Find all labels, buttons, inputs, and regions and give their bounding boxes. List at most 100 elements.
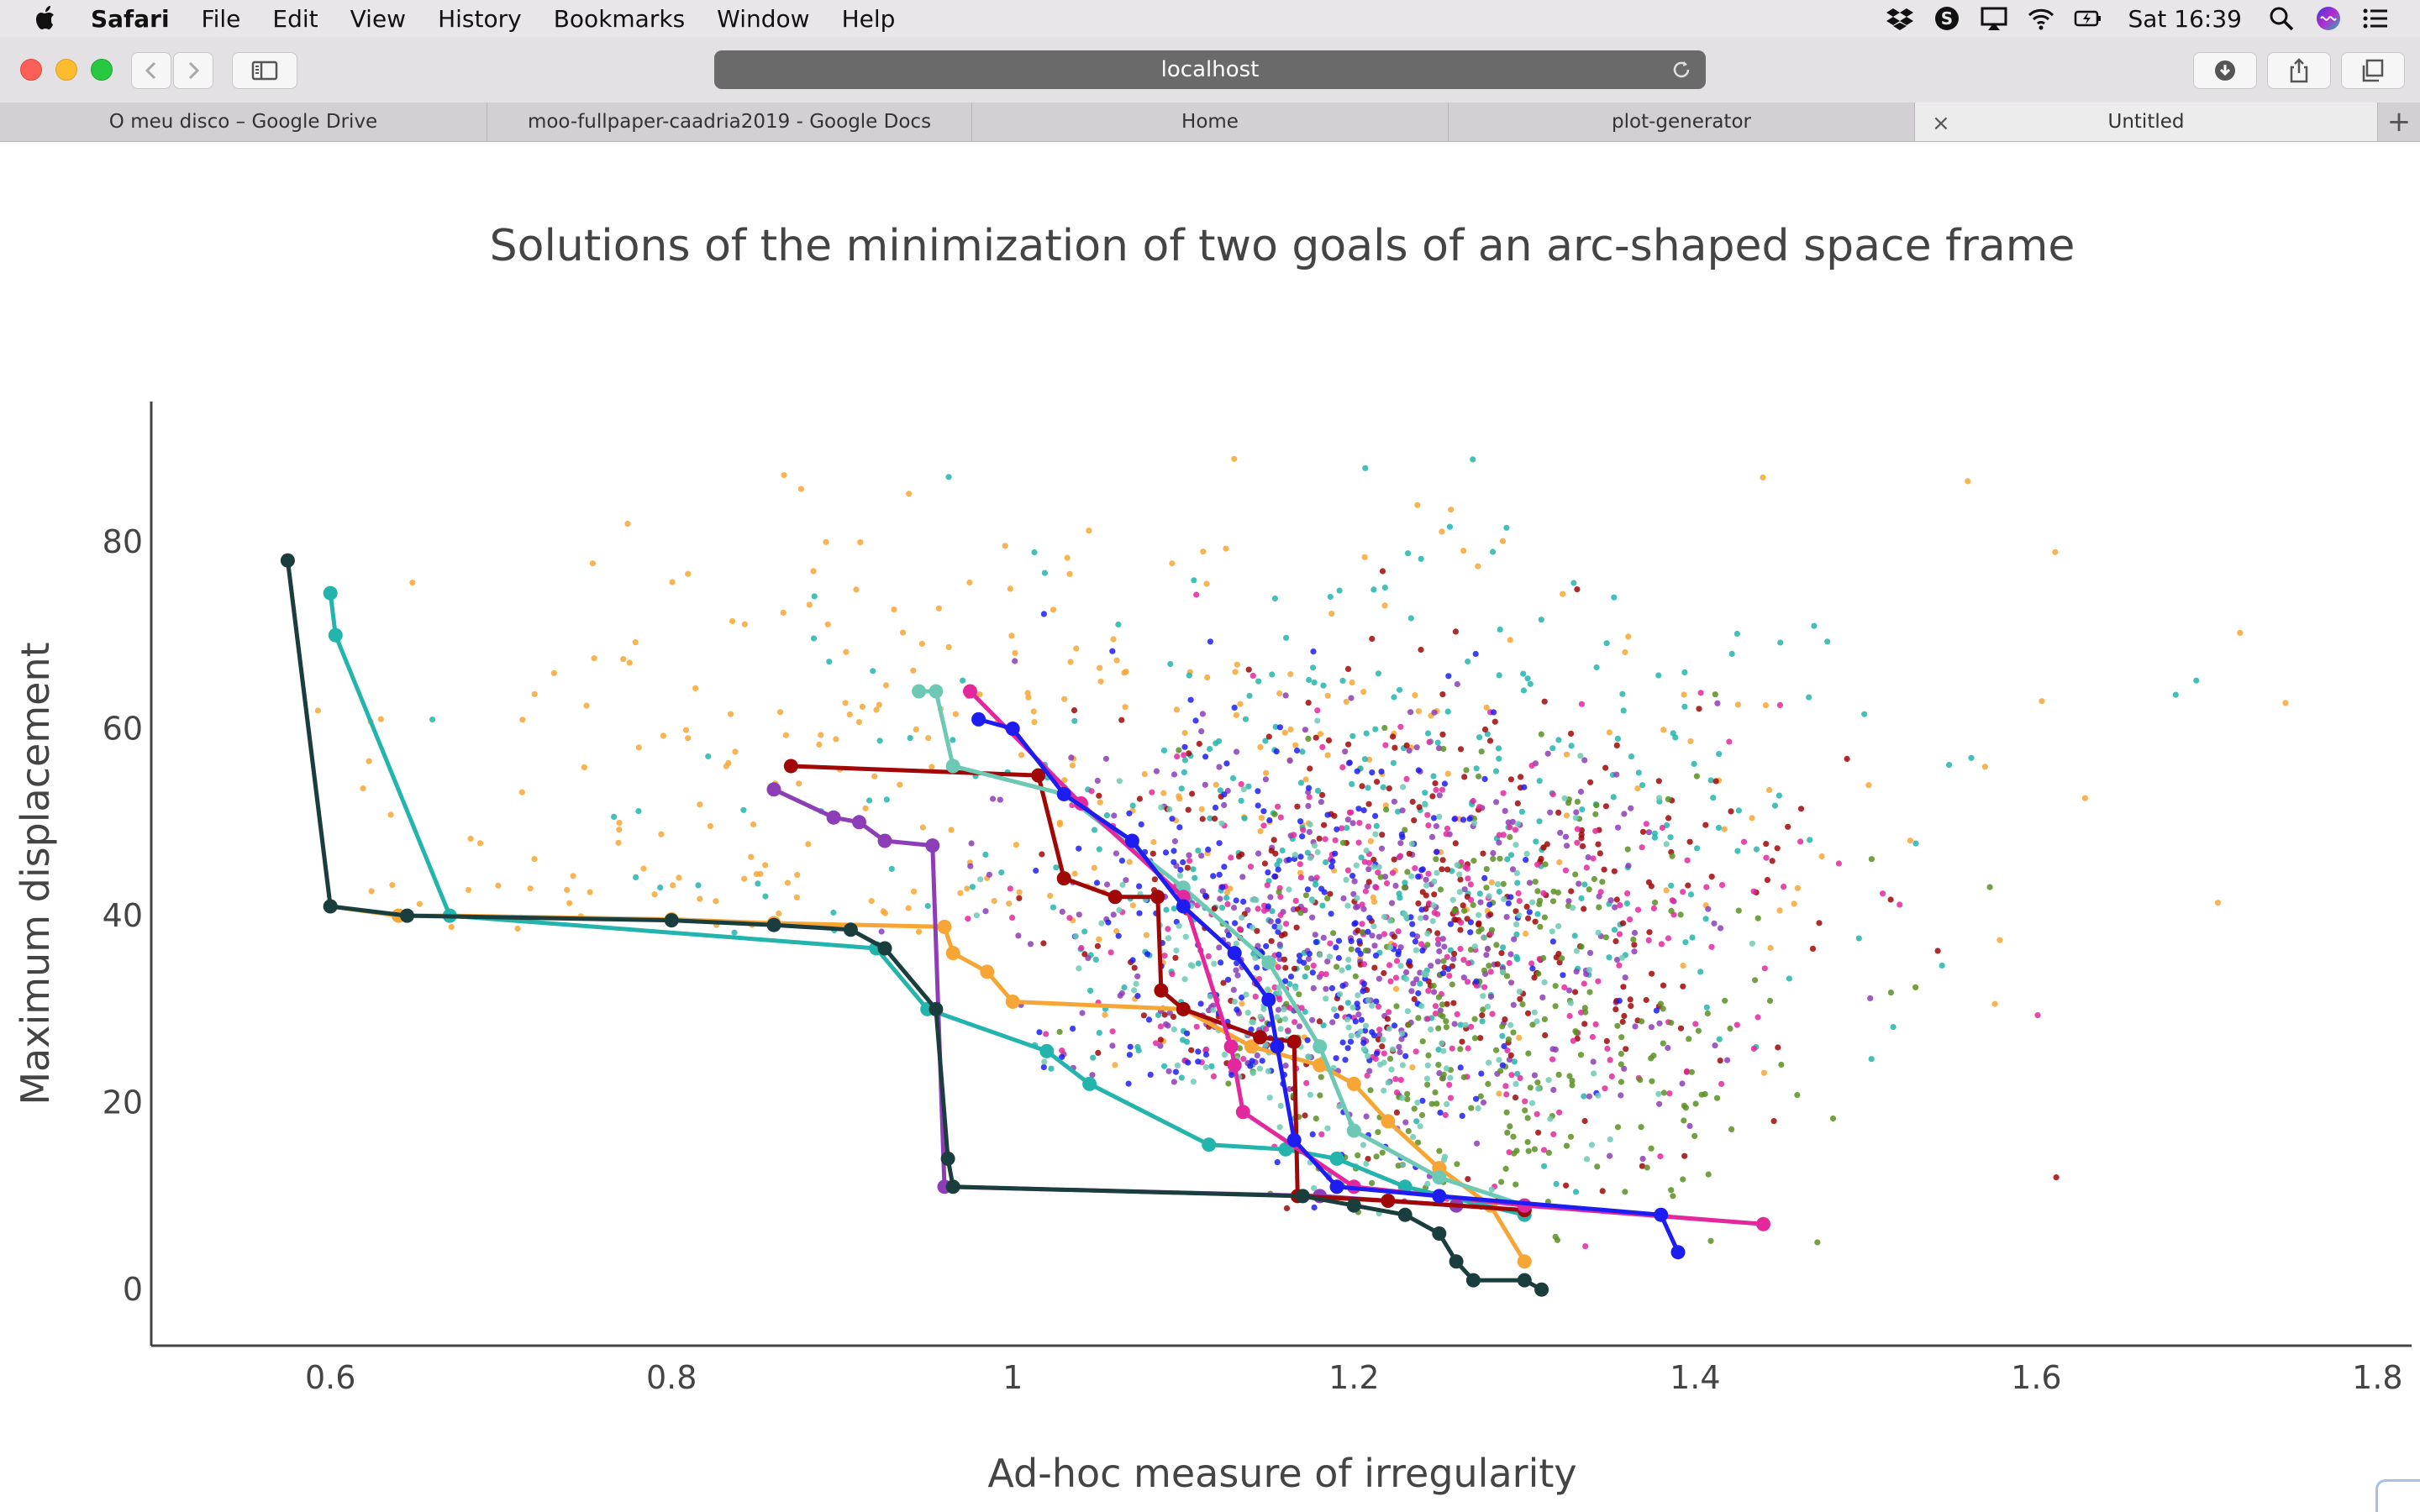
scatter-point <box>1515 890 1522 897</box>
series-point <box>929 1001 944 1016</box>
scatter-point <box>1161 1011 1168 1018</box>
scatter-point <box>1581 1093 1587 1100</box>
menu-help[interactable]: Help <box>841 4 896 33</box>
scatter-point <box>1668 1187 1675 1194</box>
battery-icon[interactable] <box>2074 4 2102 33</box>
scatter-point <box>1078 945 1085 952</box>
scatter-point <box>1403 775 1410 783</box>
scatter-point <box>1505 900 1512 906</box>
scatter-point <box>1559 955 1565 962</box>
scatter-point <box>1776 907 1783 914</box>
series-point <box>664 913 679 928</box>
scatter-point <box>1277 894 1284 900</box>
dropbox-icon[interactable] <box>1886 4 1914 33</box>
tab-google-docs[interactable]: moo-fullpaper-caadria2019 - Google Docs <box>487 102 972 141</box>
back-button[interactable] <box>131 52 171 89</box>
svg-text:S: S <box>1941 8 1953 29</box>
scatter-point <box>990 795 997 802</box>
scatter-point <box>1260 907 1268 914</box>
scatter-point <box>1624 846 1631 853</box>
scatter-point <box>1577 753 1584 759</box>
scatter-point <box>1413 1048 1419 1055</box>
scatter-point <box>1656 1020 1663 1026</box>
menu-clock[interactable]: Sat 16:39 <box>2128 4 2242 33</box>
minimize-window-button[interactable] <box>55 59 77 81</box>
scatter-point <box>888 865 895 872</box>
scatter-point <box>1299 748 1306 755</box>
scatter-point <box>1697 969 1704 975</box>
spotlight-icon[interactable] <box>2267 4 2296 33</box>
scatter-point <box>1050 904 1057 911</box>
scatter-point <box>1402 879 1408 886</box>
scatter-point <box>1208 1063 1215 1069</box>
reload-icon[interactable] <box>1669 57 1694 82</box>
skype-icon[interactable]: S <box>1933 4 1961 33</box>
tab-google-drive[interactable]: O meu disco – Google Drive <box>0 102 487 141</box>
scatter-point <box>1424 930 1431 937</box>
new-tab-button[interactable]: + <box>2378 102 2420 141</box>
scatter-point <box>1178 1074 1185 1081</box>
scatter-point <box>1695 1027 1702 1034</box>
show-tabs-button[interactable] <box>2341 52 2405 89</box>
scatter-point <box>1702 822 1709 828</box>
scatter-point <box>1497 1068 1504 1074</box>
scatter-point <box>1348 1032 1355 1039</box>
address-bar[interactable]: localhost <box>714 50 1706 89</box>
downloads-button[interactable] <box>2193 52 2257 89</box>
forward-button[interactable] <box>173 52 213 89</box>
scatter-point <box>1192 717 1199 724</box>
scatter-point <box>1269 671 1276 678</box>
scatter-point <box>1586 989 1593 995</box>
apple-menu-icon[interactable] <box>32 4 60 33</box>
tab-untitled[interactable]: × Untitled <box>1915 102 2378 141</box>
scatter-point <box>1412 938 1418 945</box>
scatter-point <box>1471 943 1478 950</box>
scatter-point <box>1151 876 1158 883</box>
scatter-point <box>1618 954 1626 961</box>
scatter-point <box>1503 1091 1510 1098</box>
scatter-point <box>1451 950 1458 958</box>
scatter-point <box>1722 997 1728 1004</box>
siri-icon[interactable] <box>2314 4 2343 33</box>
scatter-point <box>1432 1011 1439 1017</box>
scatter-point <box>1093 879 1101 886</box>
menu-history[interactable]: History <box>438 4 522 33</box>
wifi-icon[interactable] <box>2027 4 2055 33</box>
close-tab-icon[interactable]: × <box>1932 111 1950 136</box>
scatter-point <box>1556 1109 1563 1116</box>
zoom-window-button[interactable] <box>91 59 113 81</box>
scatter-point <box>624 520 631 528</box>
menu-window[interactable]: Window <box>717 4 810 33</box>
close-window-button[interactable] <box>20 59 42 81</box>
series-7 <box>280 553 1549 1297</box>
tab-plot-generator[interactable]: plot-generator <box>1449 102 1915 141</box>
share-button[interactable] <box>2267 52 2331 89</box>
tab-home[interactable]: Home <box>972 102 1449 141</box>
menu-app-name[interactable]: Safari <box>91 4 170 33</box>
airplay-icon[interactable] <box>1980 4 2008 33</box>
scatter-point <box>1181 752 1187 759</box>
series-point <box>1346 1123 1361 1138</box>
scatter-point <box>1507 833 1513 841</box>
menu-edit[interactable]: Edit <box>272 4 318 33</box>
menu-bookmarks[interactable]: Bookmarks <box>553 4 686 33</box>
scatter-point <box>1555 890 1561 896</box>
scatter-point <box>1471 820 1478 827</box>
scatter-point <box>1249 672 1256 680</box>
scatter-point <box>1265 1068 1271 1074</box>
menu-file[interactable]: File <box>201 4 241 33</box>
modebar-handle[interactable] <box>2375 1479 2420 1512</box>
notification-center-icon[interactable] <box>2361 4 2390 33</box>
scatter-point <box>1068 754 1075 761</box>
scatter-point <box>389 882 396 889</box>
scatter-point <box>1283 921 1290 927</box>
scatter-point <box>776 709 784 716</box>
menu-view[interactable]: View <box>350 4 407 33</box>
scatter-point <box>1485 1080 1491 1087</box>
scatter-point <box>1276 996 1283 1003</box>
scatter-point <box>1383 806 1390 813</box>
scatter-point <box>1409 931 1416 937</box>
scatter-point <box>1659 824 1665 832</box>
scatter-point <box>1622 974 1628 981</box>
sidebar-toggle-button[interactable] <box>232 52 297 89</box>
